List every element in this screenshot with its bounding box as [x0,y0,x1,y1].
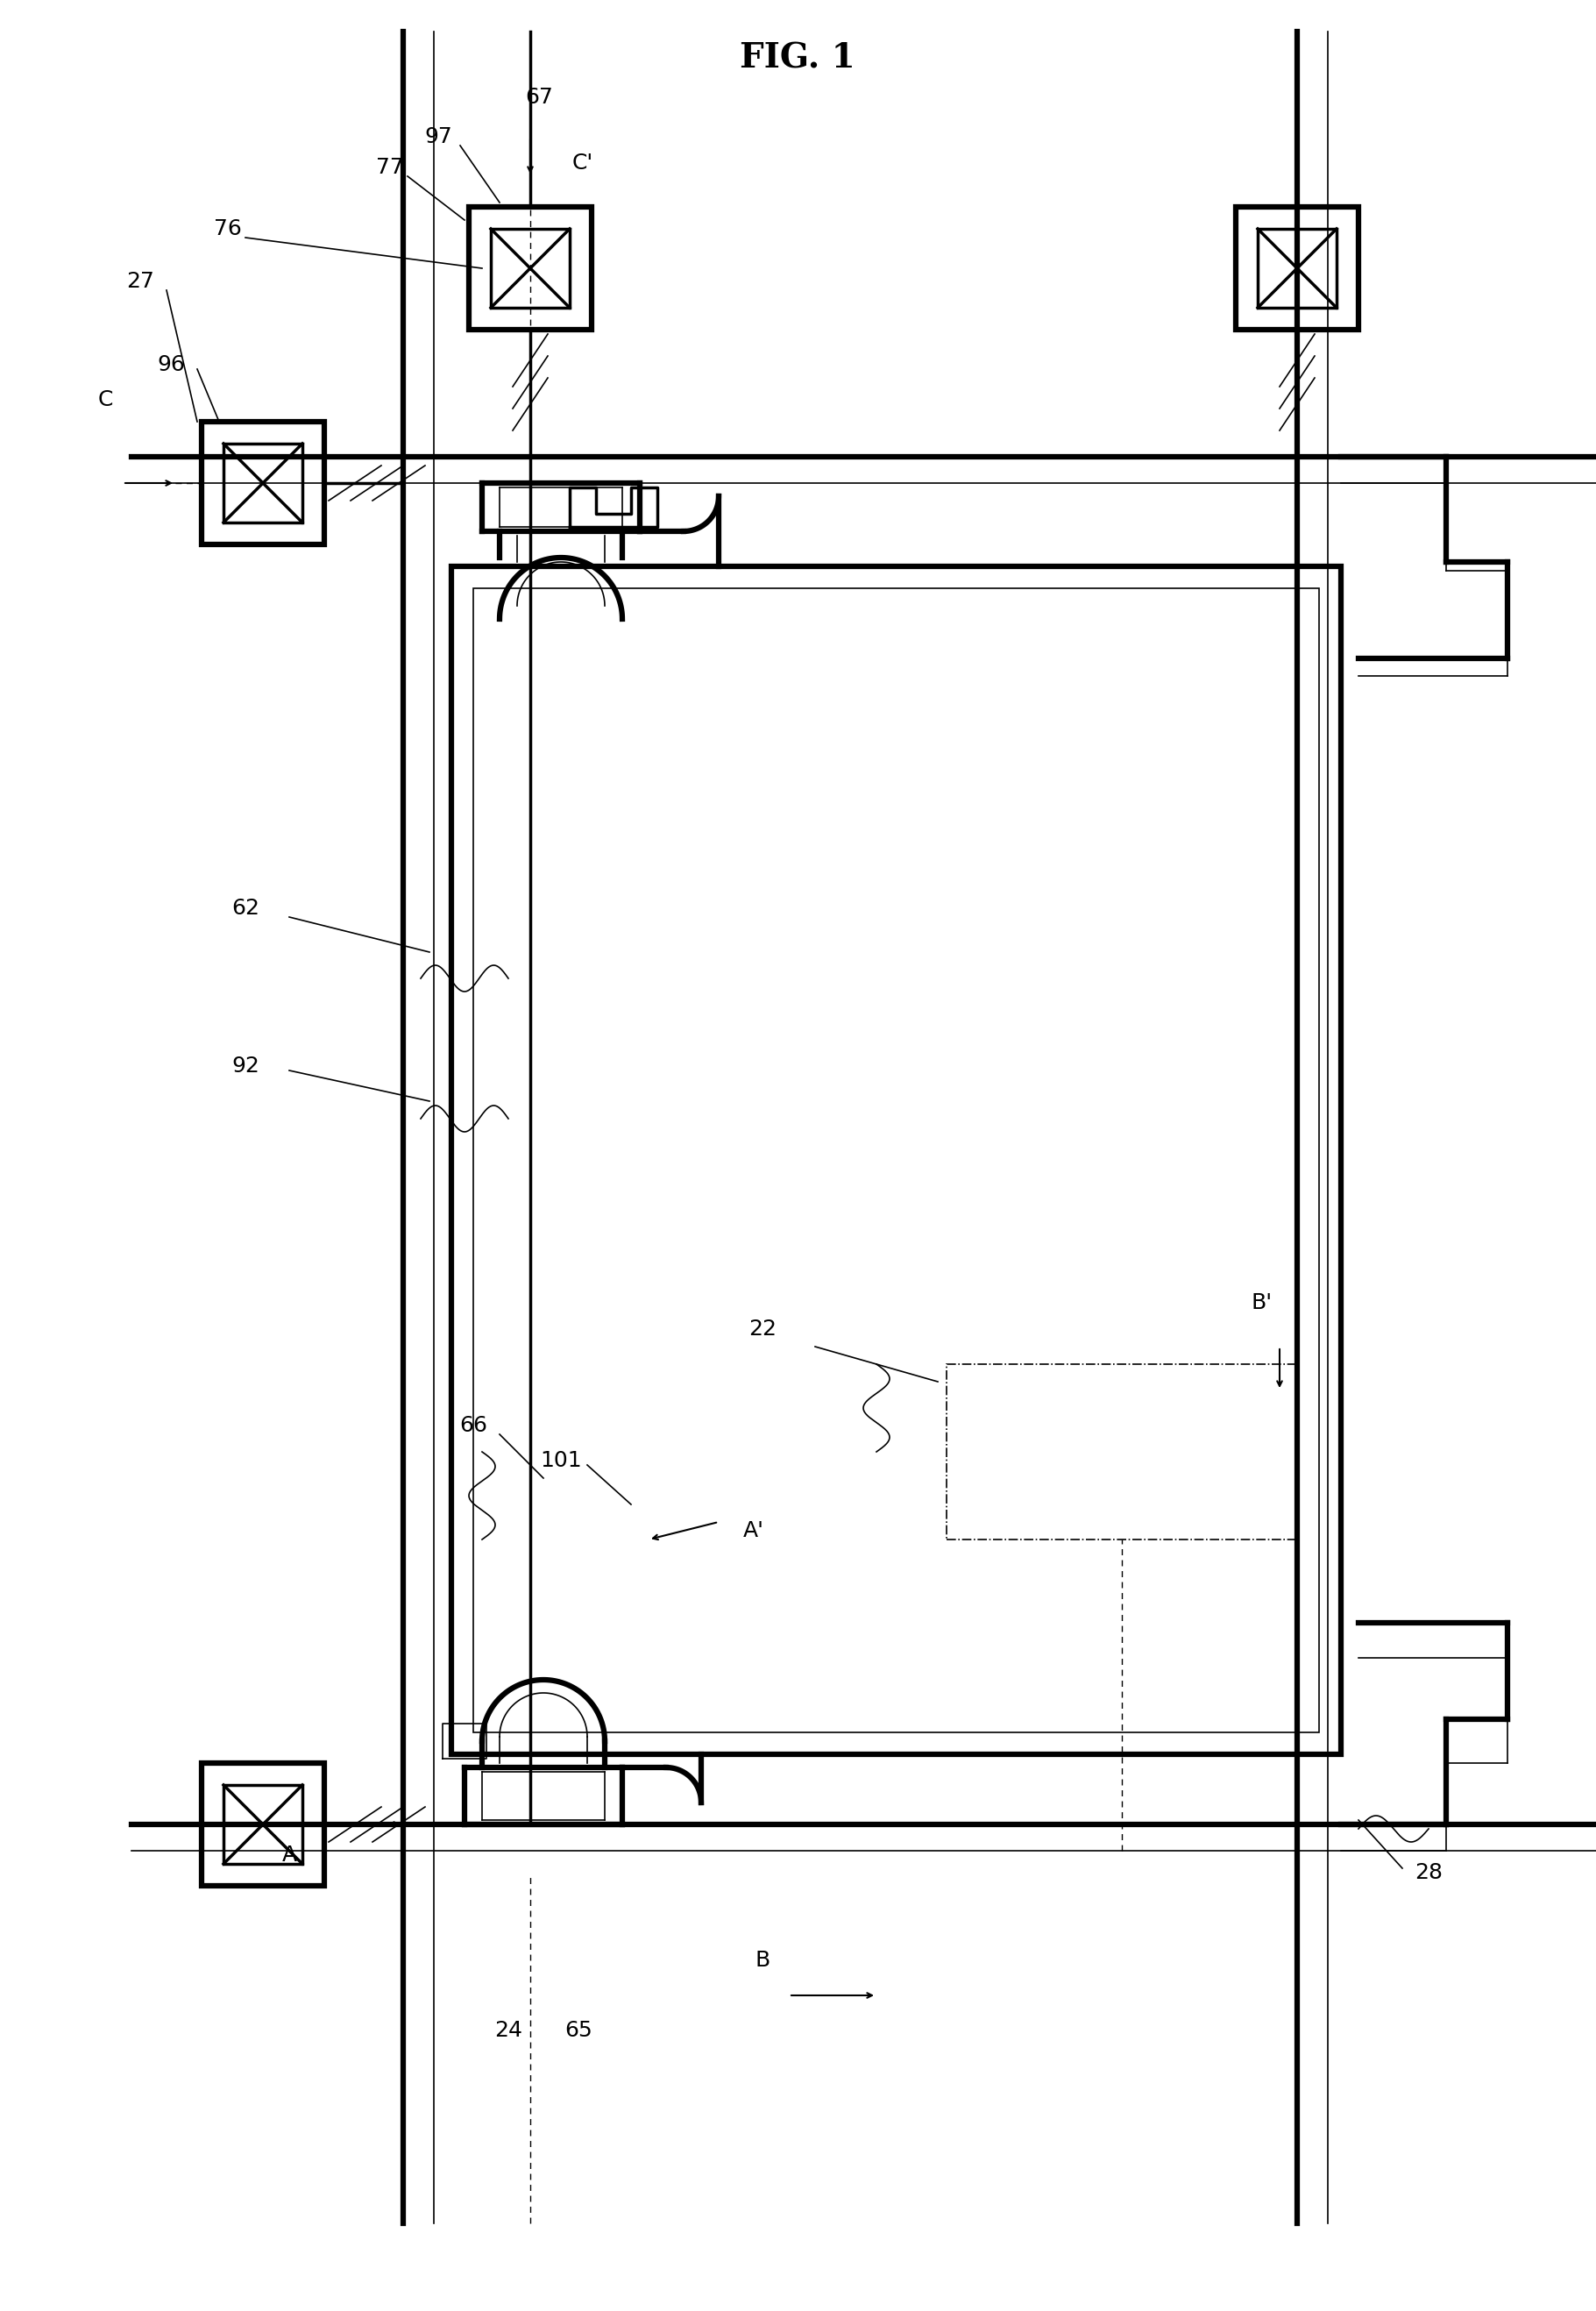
Text: 27: 27 [126,270,155,291]
Text: A: A [282,1844,297,1865]
Text: 76: 76 [214,217,243,240]
Text: A': A' [744,1521,764,1541]
Text: B: B [755,1950,769,1971]
Text: 77: 77 [377,157,404,178]
Text: 65: 65 [565,2020,592,2041]
Text: 24: 24 [495,2020,522,2041]
Text: C': C' [573,153,594,173]
Text: 66: 66 [460,1414,487,1435]
Text: C: C [97,388,113,411]
Text: 67: 67 [525,88,552,109]
Text: 101: 101 [539,1449,583,1472]
Text: B': B' [1251,1292,1272,1313]
Text: 62: 62 [231,897,260,920]
Text: 92: 92 [231,1056,260,1077]
Text: 22: 22 [749,1320,777,1340]
Text: 28: 28 [1414,1863,1443,1883]
Text: FIG. 1: FIG. 1 [741,42,855,74]
Text: 97: 97 [425,127,452,148]
Text: 96: 96 [156,354,185,374]
